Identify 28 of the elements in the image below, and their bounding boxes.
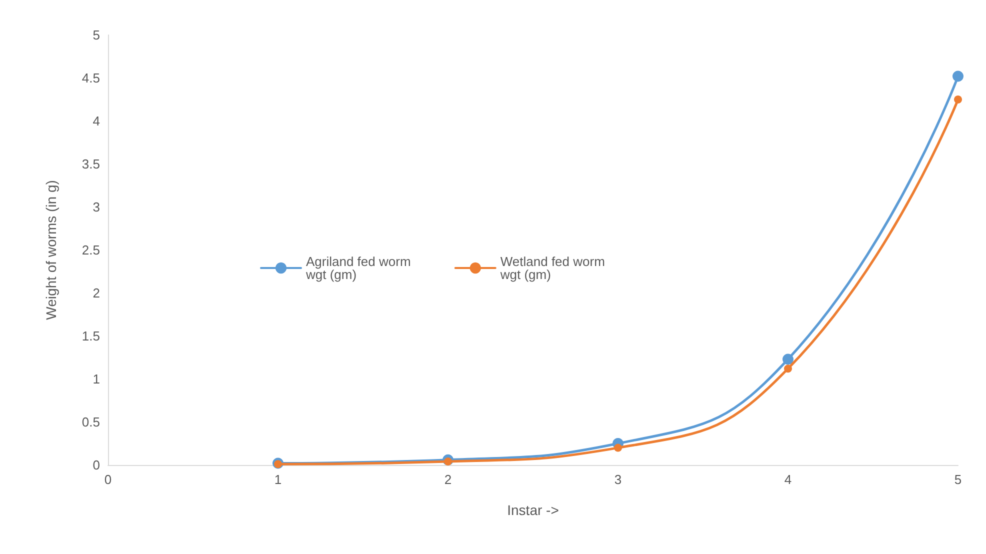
y-axis-title: Weight of worms (in g) [43, 180, 59, 320]
x-tick-label: 3 [614, 472, 622, 487]
y-tick-label: 4 [92, 114, 100, 128]
point [444, 458, 452, 466]
point [274, 460, 282, 468]
y-tick-label: 2 [92, 286, 100, 300]
y-tick-label: 1.5 [82, 328, 100, 344]
y-tick-label: 3.5 [82, 156, 100, 172]
y-tick-label: 4.5 [82, 70, 100, 86]
legend-label: Agriland fed worm wgt (gm) [305, 254, 414, 282]
x-tick-label: 5 [954, 472, 962, 487]
y-tick-label: 3 [92, 200, 100, 214]
y-tick-label: 2.5 [82, 242, 100, 258]
x-tick-label: 4 [784, 472, 792, 487]
y-tick-label: 0.5 [82, 414, 100, 430]
point [782, 354, 794, 365]
x-tick-label: 1 [274, 472, 282, 487]
x-tick-label: 0 [104, 472, 112, 487]
x-axis-title: Instar -> [507, 502, 559, 518]
y-tick-label: 0 [92, 458, 100, 472]
point [784, 364, 792, 373]
x-tick-label: 2 [444, 472, 452, 487]
legend-label: Wetland fed worm wgt (gm) [499, 254, 609, 282]
y-tick-label: 5 [92, 28, 100, 42]
y-tick-label: 1 [92, 372, 100, 386]
point [952, 70, 964, 82]
point [614, 444, 622, 452]
point [954, 96, 962, 104]
